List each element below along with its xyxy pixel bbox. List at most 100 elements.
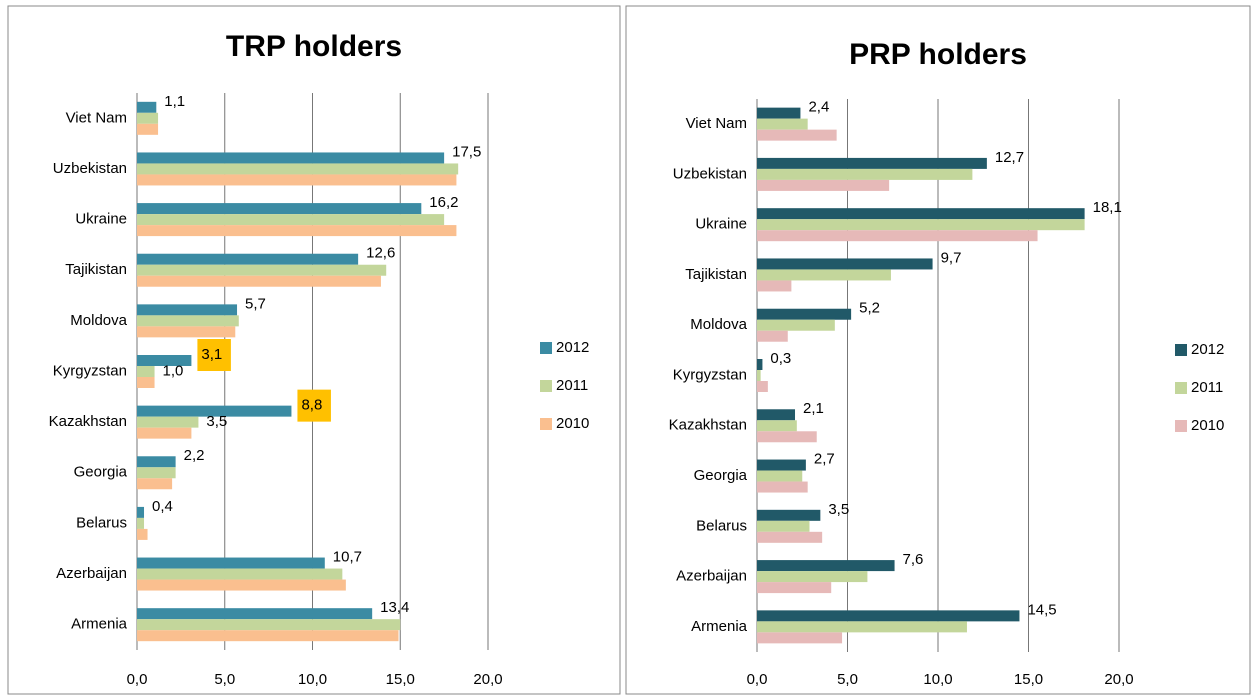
bar: [137, 568, 343, 580]
bar: [757, 330, 788, 342]
data-label: 12,7: [995, 149, 1024, 166]
bar: [757, 129, 837, 141]
bar: [757, 269, 891, 281]
bar: [137, 174, 457, 186]
y-tick-label: Tajikistan: [65, 261, 127, 278]
bar: [757, 610, 1020, 622]
y-tick-label: Moldova: [690, 316, 747, 333]
data-label: 12,6: [366, 245, 395, 262]
data-label: 3,1: [201, 346, 222, 363]
bar: [137, 377, 155, 388]
y-tick-label: Ukraine: [75, 211, 127, 228]
bar: [757, 470, 803, 482]
data-label: 18,1: [1093, 199, 1122, 216]
legend-label: 2011: [1191, 379, 1223, 396]
y-tick-label: Uzbekistan: [53, 160, 127, 177]
bar: [757, 381, 768, 392]
bar: [757, 531, 823, 543]
data-label: 5,7: [245, 295, 266, 312]
legend-label: 2012: [1191, 341, 1224, 358]
bar: [757, 107, 801, 119]
bar: [757, 481, 808, 493]
chart-title: TRP holders: [226, 30, 402, 63]
bar: [757, 208, 1085, 220]
bar: [757, 632, 843, 644]
bar: [137, 557, 325, 569]
bar: [137, 467, 176, 479]
bar: [137, 456, 176, 468]
bar: [757, 319, 835, 331]
y-tick-label: Kazakhstan: [49, 413, 127, 430]
y-tick-label: Kazakhstan: [669, 417, 747, 434]
data-label: 8,8: [301, 397, 322, 414]
x-tick-label: 5,0: [214, 671, 235, 688]
x-tick-label: 10,0: [298, 671, 327, 688]
data-label: 9,7: [941, 249, 962, 266]
bar: [757, 118, 808, 130]
panel-border: [625, 5, 1251, 695]
bar: [137, 366, 155, 377]
bar: [757, 509, 821, 521]
legend-swatch: [540, 380, 552, 392]
bar: [137, 416, 199, 428]
bar: [137, 203, 422, 215]
bar: [757, 280, 792, 292]
y-tick-label: Georgia: [74, 464, 128, 481]
y-tick-label: Armenia: [71, 616, 128, 633]
legend-swatch: [1175, 344, 1187, 356]
data-label: 16,2: [429, 194, 458, 211]
bar: [137, 304, 238, 316]
data-label: 2,1: [803, 400, 824, 417]
bar: [757, 370, 761, 381]
bar: [137, 253, 359, 265]
bar: [137, 619, 401, 631]
legend-label: 2010: [556, 415, 589, 432]
data-label: 1,1: [164, 93, 185, 110]
x-tick-label: 5,0: [837, 671, 858, 688]
data-label: 1,0: [163, 362, 184, 379]
y-tick-label: Azerbaijan: [56, 565, 127, 582]
x-tick-label: 10,0: [923, 671, 952, 688]
x-tick-label: 20,0: [1104, 671, 1133, 688]
y-tick-label: Belarus: [696, 517, 747, 534]
y-tick-label: Georgia: [694, 467, 748, 484]
y-tick-label: Kyrgyzstan: [53, 362, 127, 379]
x-tick-label: 0,0: [127, 671, 148, 688]
bar: [137, 101, 157, 113]
data-label: 5,2: [859, 300, 880, 317]
panel-border: [7, 5, 621, 695]
bar: [137, 225, 457, 237]
data-label: 0,4: [152, 498, 173, 515]
bar: [137, 264, 387, 276]
bar: [757, 560, 895, 572]
data-label: 17,5: [452, 143, 481, 160]
bar: [757, 179, 890, 191]
y-tick-label: Moldova: [70, 312, 127, 329]
bar: [757, 409, 796, 421]
bar: [137, 315, 239, 327]
legend-label: 2010: [1191, 417, 1224, 434]
data-label: 0,3: [770, 350, 791, 367]
bar: [757, 258, 933, 270]
y-tick-label: Tajikistan: [685, 266, 747, 283]
label-highlight: [197, 339, 231, 371]
data-label: 10,7: [333, 549, 362, 566]
bar: [137, 123, 159, 135]
bar: [137, 517, 145, 529]
x-tick-label: 15,0: [1014, 671, 1043, 688]
bar: [757, 571, 868, 583]
bar: [137, 275, 381, 287]
legend-label: 2012: [556, 339, 589, 356]
bar: [137, 506, 145, 518]
y-tick-label: Viet Nam: [686, 115, 747, 132]
data-label: 7,6: [903, 551, 924, 568]
x-tick-label: 15,0: [386, 671, 415, 688]
bar: [137, 427, 192, 439]
x-tick-label: 0,0: [747, 671, 768, 688]
data-label: 3,5: [206, 413, 227, 430]
bar: [137, 355, 192, 366]
bar: [757, 420, 797, 432]
bar: [137, 112, 159, 124]
bar: [137, 630, 399, 642]
bar: [137, 579, 346, 591]
